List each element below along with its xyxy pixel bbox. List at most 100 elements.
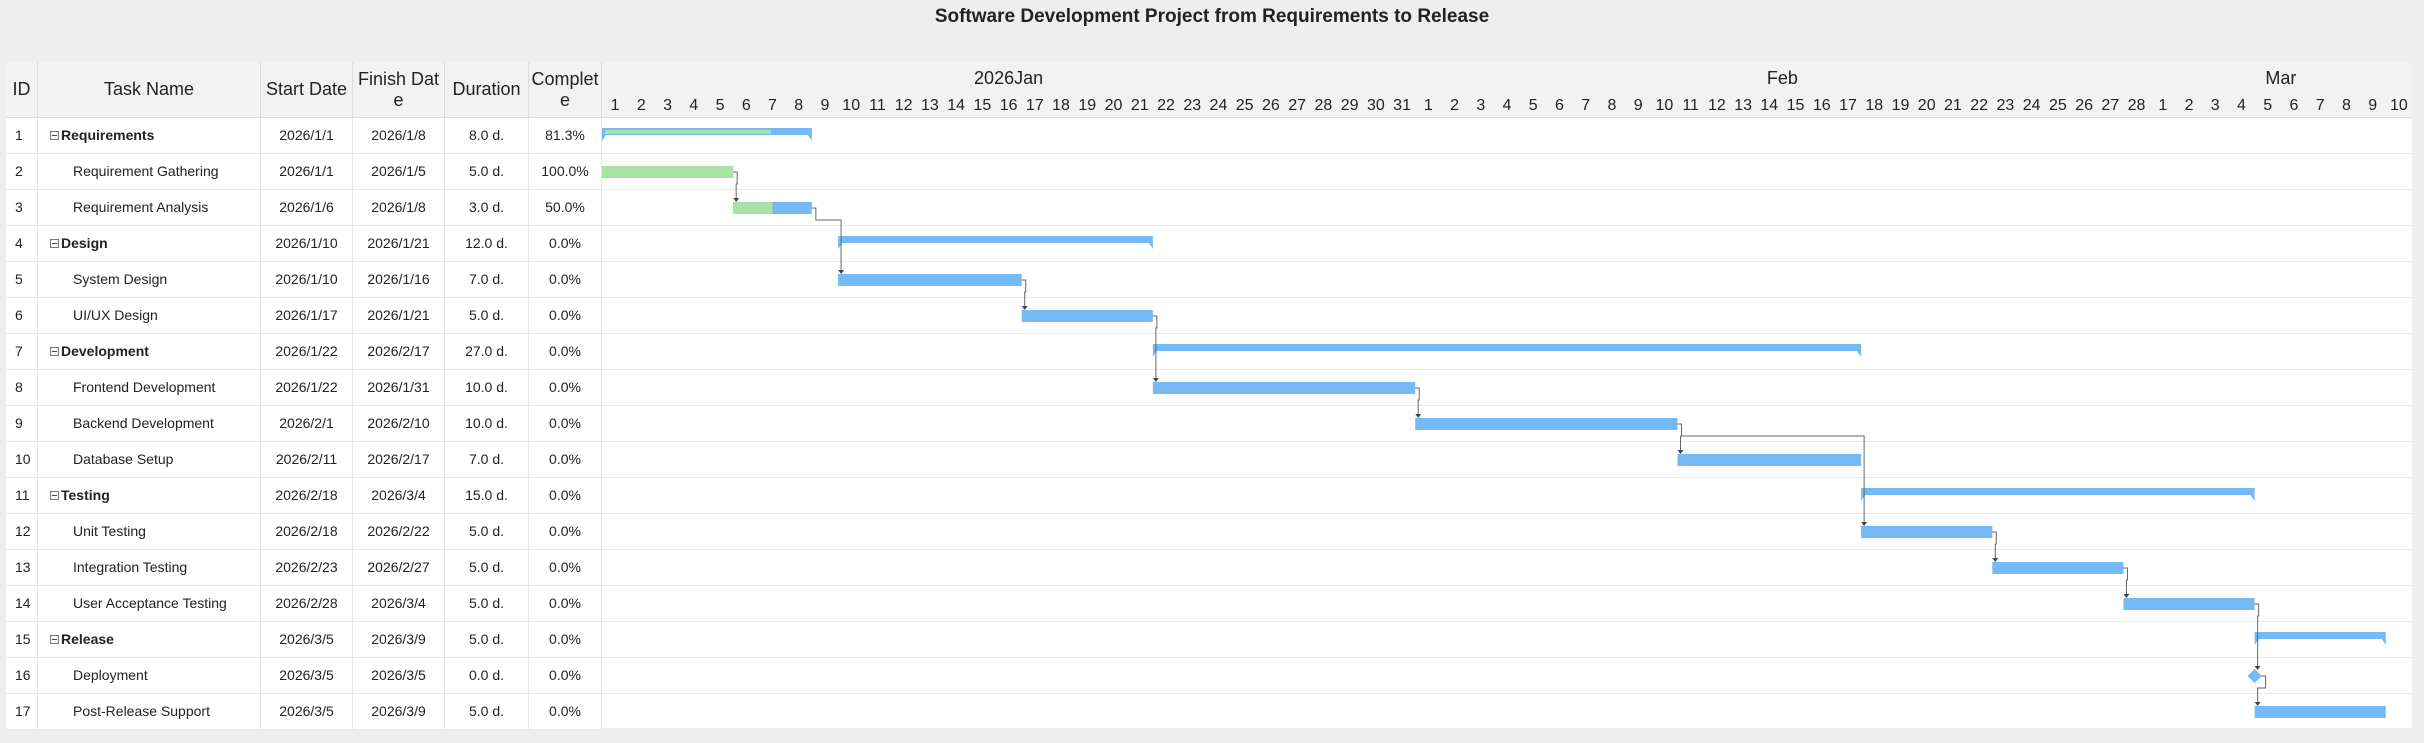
column-header-complete[interactable]: Complete <box>529 62 602 118</box>
task-name-cell[interactable]: Requirement Gathering <box>38 154 261 189</box>
task-name-cell[interactable]: Requirement Analysis <box>38 190 261 225</box>
day-tick-label: 27 <box>1288 97 1306 114</box>
table-row[interactable]: 13 Integration Testing 2026/2/23 2026/2/27 5… <box>6 550 602 586</box>
day-tick-label: 26 <box>2075 97 2093 114</box>
table-row[interactable]: 2 Requirement Gathering 2026/1/1 2026/1/5 5.… <box>6 154 602 190</box>
collapse-icon[interactable] <box>50 347 59 356</box>
dependency-link <box>1152 315 1158 379</box>
table-row[interactable]: 11 Testing 2026/2/18 2026/3/4 15.0 d. 0.0% <box>6 478 602 514</box>
timeline-header <box>602 62 2412 118</box>
task-name: User Acceptance Testing <box>73 595 227 611</box>
dependency-link <box>1677 423 1683 451</box>
task-name: Integration Testing <box>73 559 188 575</box>
task-complete: 50.0% <box>529 190 602 225</box>
task-name: Deployment <box>73 667 148 683</box>
column-header-duration[interactable]: Duration <box>445 62 529 118</box>
day-tick-label: 9 <box>1634 97 1643 114</box>
table-row[interactable]: 5 System Design 2026/1/10 2026/1/16 7.0 d. 0.… <box>6 262 602 298</box>
table-row[interactable]: 1 Requirements 2026/1/1 2026/1/8 8.0 d. 81.3% <box>6 118 602 154</box>
task-bar <box>1992 562 2124 574</box>
task-name-cell[interactable]: Deployment <box>38 658 261 693</box>
task-id: 11 <box>6 478 38 513</box>
day-tick-label: 12 <box>1708 97 1726 114</box>
table-row[interactable]: 15 Release 2026/3/5 2026/3/9 5.0 d. 0.0% <box>6 622 602 658</box>
day-tick-label: 25 <box>1236 97 1254 114</box>
task-name-cell[interactable]: Testing <box>38 478 261 513</box>
task-start-date: 2026/1/17 <box>261 298 353 333</box>
task-name: Backend Development <box>73 415 214 431</box>
day-tick-label: 8 <box>1607 97 1616 114</box>
task-finish-date: 2026/1/31 <box>353 370 445 405</box>
day-tick-label: 22 <box>1157 97 1175 114</box>
table-row[interactable]: 14 User Acceptance Testing 2026/2/28 2026/3… <box>6 586 602 622</box>
column-header-start-date[interactable]: Start Date <box>261 62 353 118</box>
day-tick-label: 1 <box>611 97 620 114</box>
task-complete: 0.0% <box>529 622 602 657</box>
day-tick-label: 14 <box>1760 97 1778 114</box>
table-row[interactable]: 17 Post-Release Support 2026/3/5 2026/3/9 5.… <box>6 694 602 730</box>
column-header-id[interactable]: ID <box>6 62 38 118</box>
day-tick-label: 18 <box>1865 97 1883 114</box>
day-tick-label: 4 <box>1503 97 1512 114</box>
collapse-icon[interactable] <box>50 635 59 644</box>
task-name-cell[interactable]: System Design <box>38 262 261 297</box>
table-row[interactable]: 16 Deployment 2026/3/5 2026/3/5 0.0 d. 0.0% <box>6 658 602 694</box>
timeline-panel: 2026Jan Feb Mar 1 2 3 4 5 6 7 8 9 10 11 12 13 14 15 16 17 18… <box>602 62 2412 728</box>
day-tick-label: 25 <box>2049 97 2067 114</box>
task-finish-date: 2026/2/22 <box>353 514 445 549</box>
dependency-link <box>2254 603 2260 667</box>
task-bar <box>2254 706 2386 718</box>
task-finish-date: 2026/3/9 <box>353 622 445 657</box>
column-header-task-name[interactable]: Task Name <box>38 62 261 118</box>
task-bar <box>1415 418 1678 430</box>
task-name-cell[interactable]: Integration Testing <box>38 550 261 585</box>
column-header-finish-date[interactable]: Finish Date <box>353 62 445 118</box>
task-complete: 0.0% <box>529 442 602 477</box>
task-id: 10 <box>6 442 38 477</box>
day-tick-label: 1 <box>1424 97 1433 114</box>
task-id: 13 <box>6 550 38 585</box>
day-tick-label: 10 <box>1655 97 1673 114</box>
task-name-cell[interactable]: User Acceptance Testing <box>38 586 261 621</box>
task-name-cell[interactable]: Requirements <box>38 118 261 153</box>
table-row[interactable]: 9 Backend Development 2026/2/1 2026/2/10 10.… <box>6 406 602 442</box>
dependency-arrow <box>733 198 740 202</box>
table-row[interactable]: 6 UI/UX Design 2026/1/17 2026/1/21 5.0 d. 0.0… <box>6 298 602 334</box>
table-row[interactable]: 3 Requirement Analysis 2026/1/6 2026/1/8 3.0… <box>6 190 602 226</box>
task-start-date: 2026/1/1 <box>261 118 353 153</box>
task-finish-date: 2026/2/17 <box>353 442 445 477</box>
day-tick-label: 31 <box>1393 97 1411 114</box>
day-tick-label: 15 <box>1787 97 1805 114</box>
collapse-icon[interactable] <box>50 491 59 500</box>
task-start-date: 2026/2/18 <box>261 514 353 549</box>
table-row[interactable]: 10 Database Setup 2026/2/11 2026/2/17 7.0 d.… <box>6 442 602 478</box>
day-tick-label: 12 <box>895 97 913 114</box>
summary-bar <box>1861 488 2255 501</box>
task-name-cell[interactable]: Post-Release Support <box>38 694 261 729</box>
day-tick-label: 13 <box>921 97 939 114</box>
task-start-date: 2026/1/22 <box>261 334 353 369</box>
task-name-cell[interactable]: UI/UX Design <box>38 298 261 333</box>
table-row[interactable]: 12 Unit Testing 2026/2/18 2026/2/22 5.0 d. 0.… <box>6 514 602 550</box>
table-row[interactable]: 8 Frontend Development 2026/1/22 2026/1/31 1… <box>6 370 602 406</box>
task-name-cell[interactable]: Frontend Development <box>38 370 261 405</box>
task-duration: 12.0 d. <box>445 226 529 261</box>
task-name-cell[interactable]: Development <box>38 334 261 369</box>
task-name-cell[interactable]: Release <box>38 622 261 657</box>
task-id: 17 <box>6 694 38 729</box>
task-complete: 0.0% <box>529 478 602 513</box>
task-duration: 3.0 d. <box>445 190 529 225</box>
month-label: 2026Jan <box>974 68 1043 88</box>
dependency-link <box>1021 279 1027 307</box>
task-name-cell[interactable]: Database Setup <box>38 442 261 477</box>
collapse-icon[interactable] <box>50 131 59 140</box>
task-id: 9 <box>6 406 38 441</box>
table-row[interactable]: 7 Development 2026/1/22 2026/2/17 27.0 d. 0.0… <box>6 334 602 370</box>
task-complete: 81.3% <box>529 118 602 153</box>
task-name-cell[interactable]: Unit Testing <box>38 514 261 549</box>
task-name-cell[interactable]: Design <box>38 226 261 261</box>
task-id: 8 <box>6 370 38 405</box>
collapse-icon[interactable] <box>50 239 59 248</box>
task-name-cell[interactable]: Backend Development <box>38 406 261 441</box>
table-row[interactable]: 4 Design 2026/1/10 2026/1/21 12.0 d. 0.0% <box>6 226 602 262</box>
